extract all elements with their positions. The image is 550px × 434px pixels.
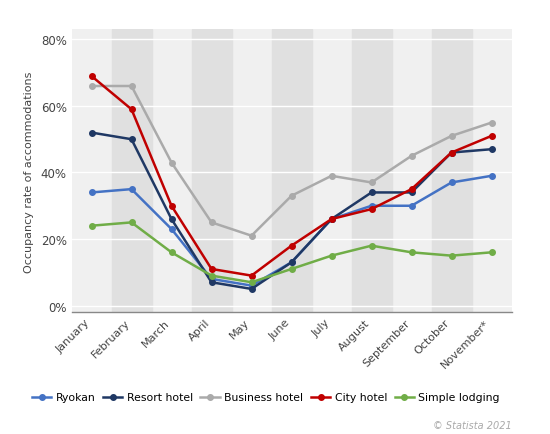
City hotel [208, 267, 215, 272]
Simple lodging [88, 224, 95, 229]
Ryokan [408, 204, 415, 209]
Simple lodging [408, 250, 415, 255]
City hotel [128, 108, 135, 113]
Line: City hotel: City hotel [89, 74, 494, 279]
Ryokan [248, 283, 255, 289]
Business hotel [88, 84, 95, 89]
Bar [351, 30, 392, 312]
Business hotel [208, 220, 215, 226]
Bar [272, 30, 311, 312]
Resort hotel [208, 280, 215, 285]
Resort hotel [168, 217, 175, 222]
Line: Business hotel: Business hotel [89, 84, 494, 239]
Simple lodging [128, 220, 135, 226]
Line: Ryokan: Ryokan [89, 174, 494, 289]
Business hotel [328, 174, 335, 179]
Line: Simple lodging: Simple lodging [89, 220, 494, 286]
Resort hotel [408, 191, 415, 196]
Simple lodging [248, 280, 255, 285]
Ryokan [288, 260, 295, 265]
Resort hotel [328, 217, 335, 222]
City hotel [488, 134, 495, 139]
Business hotel [488, 121, 495, 126]
City hotel [88, 74, 95, 79]
City hotel [168, 204, 175, 209]
City hotel [288, 243, 295, 249]
Simple lodging [368, 243, 375, 249]
Resort hotel [248, 286, 255, 292]
Ryokan [168, 227, 175, 232]
Business hotel [128, 84, 135, 89]
Simple lodging [328, 253, 335, 259]
Resort hotel [488, 147, 495, 152]
Simple lodging [448, 253, 455, 259]
Legend: Ryokan, Resort hotel, Business hotel, City hotel, Simple lodging: Ryokan, Resort hotel, Business hotel, Ci… [28, 388, 504, 407]
Business hotel [368, 181, 375, 186]
Text: © Statista 2021: © Statista 2021 [433, 420, 512, 430]
Ryokan [88, 191, 95, 196]
Resort hotel [288, 260, 295, 265]
Business hotel [408, 154, 415, 159]
Ryokan [128, 187, 135, 192]
Resort hotel [448, 151, 455, 156]
Line: Resort hotel: Resort hotel [89, 131, 494, 292]
Resort hotel [128, 137, 135, 142]
Ryokan [328, 217, 335, 222]
Ryokan [448, 181, 455, 186]
City hotel [248, 273, 255, 279]
Resort hotel [368, 191, 375, 196]
City hotel [408, 187, 415, 192]
Ryokan [488, 174, 495, 179]
Simple lodging [168, 250, 175, 255]
Business hotel [448, 134, 455, 139]
Bar [191, 30, 232, 312]
Ryokan [208, 277, 215, 282]
City hotel [368, 207, 375, 212]
Bar [432, 30, 471, 312]
Simple lodging [208, 273, 215, 279]
Business hotel [168, 161, 175, 166]
Ryokan [368, 204, 375, 209]
Bar [112, 30, 151, 312]
Simple lodging [288, 267, 295, 272]
Business hotel [288, 194, 295, 199]
Y-axis label: Occupancy rate of accommodations: Occupancy rate of accommodations [24, 71, 34, 272]
Resort hotel [88, 131, 95, 136]
City hotel [328, 217, 335, 222]
Business hotel [248, 233, 255, 239]
City hotel [448, 151, 455, 156]
Simple lodging [488, 250, 495, 255]
